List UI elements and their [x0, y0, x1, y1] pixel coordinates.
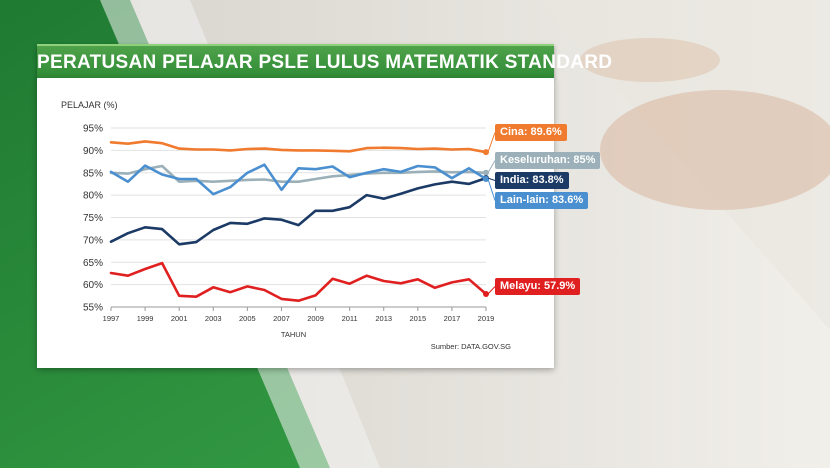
data-label-melayu: Melayu: 57.9% — [495, 278, 581, 295]
end-point-melayu — [483, 291, 489, 298]
source-note: Sumber: DATA.GOV.SG — [431, 342, 511, 351]
y-tick-label: 55% — [83, 303, 103, 314]
x-tick-label: 1999 — [137, 314, 154, 323]
y-axis-label: PELAJAR (%) — [61, 100, 118, 110]
connector-cina — [487, 132, 496, 153]
series-line-melayu — [109, 261, 488, 302]
y-tick-label: 60% — [83, 280, 103, 291]
connector-keseluruhan — [487, 160, 496, 173]
y-tick-label: 90% — [83, 146, 103, 157]
data-label-lain-lain: Lain-lain: 83.6% — [495, 192, 589, 209]
x-tick-label: 2001 — [171, 314, 188, 323]
y-tick-label: 80% — [83, 191, 103, 202]
x-tick-label: 2007 — [273, 314, 290, 323]
chart-title: PERATUSAN PELAJAR PSLE LULUS MATEMATIK S… — [37, 52, 613, 73]
data-label-keseluruhan: Keseluruhan: 85% — [495, 152, 601, 169]
series-line-cina — [109, 140, 488, 154]
end-point-cina — [483, 149, 489, 156]
connector-melayu — [487, 286, 496, 295]
series-line-india — [109, 176, 488, 246]
end-point-lain-lain — [483, 176, 489, 183]
x-tick-label: 2011 — [342, 314, 358, 323]
connector-lain-lain — [487, 178, 496, 201]
x-tick-label: 2009 — [307, 314, 324, 323]
x-tick-label: 2019 — [478, 314, 495, 323]
x-tick-label: 2003 — [205, 314, 222, 323]
y-tick-label: 75% — [83, 213, 103, 224]
chart-title-banner: PERATUSAN PELAJAR PSLE LULUS MATEMATIK S… — [37, 44, 613, 79]
x-tick-label: 2005 — [239, 314, 256, 323]
y-tick-label: 65% — [83, 258, 103, 269]
data-label-india: India: 83.8% — [495, 172, 569, 189]
y-tick-label: 85% — [83, 168, 103, 179]
line-chart: PELAJAR (%)95%90%85%80%75%70%65%60%55%19… — [61, 100, 511, 351]
y-tick-label: 70% — [83, 235, 103, 246]
x-tick-label: 1997 — [103, 314, 120, 323]
connector-india — [487, 177, 496, 181]
x-tick-label: 2013 — [375, 314, 392, 323]
series-line-lain-lain — [109, 163, 488, 196]
x-tick-label: 2017 — [444, 314, 461, 323]
x-axis-label: TAHUN — [281, 330, 306, 339]
x-tick-label: 2015 — [409, 314, 426, 323]
chart-card: PELAJAR (%) 95% 90% 85% 80% 75% 70% 65% 60% 55% 19… — [37, 78, 601, 368]
y-tick-label: 95% — [83, 124, 103, 135]
data-label-cina: Cina: 89.6% — [495, 124, 567, 141]
end-point-keseluruhan — [483, 169, 489, 176]
